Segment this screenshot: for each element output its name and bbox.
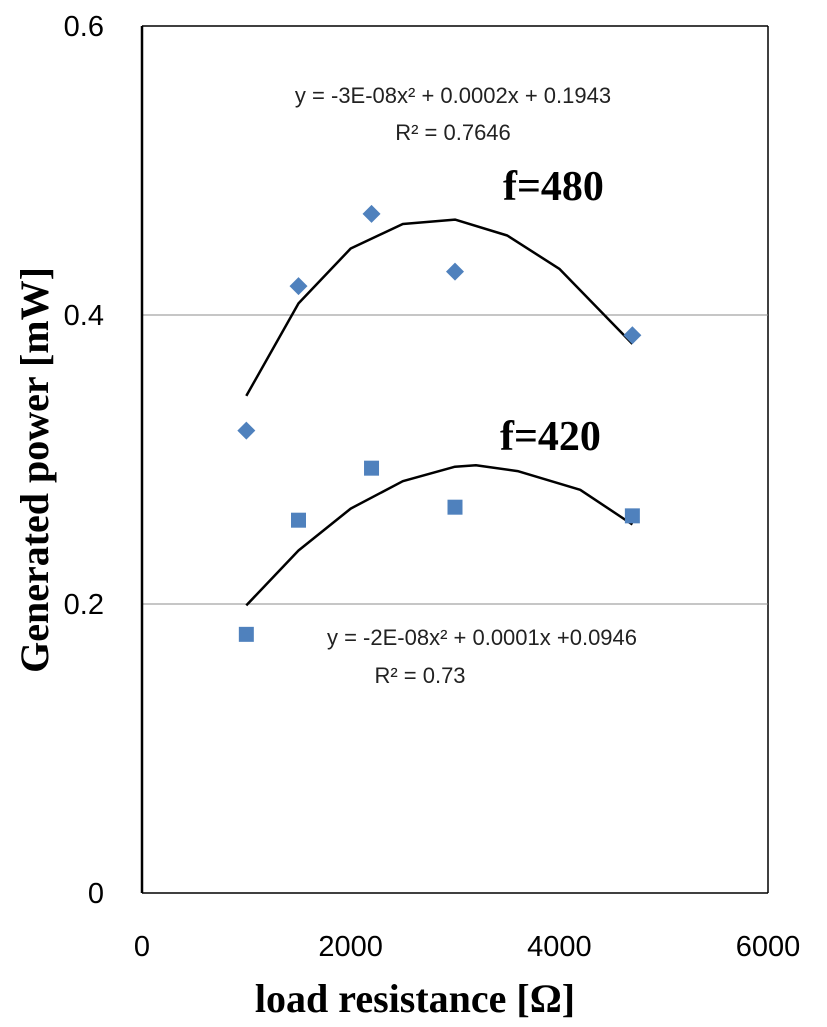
trendline-1	[245, 464, 634, 607]
marker-layer	[237, 204, 642, 642]
axis-layer: 0 0.2 0.4 0.6 0 2000 4000 6000	[64, 11, 801, 963]
y-tick-label-2: 0.4	[64, 300, 104, 332]
trendline-r2-0: R² = 0.7646	[395, 120, 511, 145]
diamond-marker-0-0	[237, 421, 256, 440]
trendline-layer	[245, 218, 634, 607]
square-marker-1-3	[447, 499, 463, 515]
diamond-marker-0-1	[289, 277, 308, 296]
series-label-0: f=480	[503, 164, 604, 210]
grid-layer	[142, 25, 769, 893]
trendline-r2-1: R² = 0.73	[374, 663, 465, 688]
trendline-0	[245, 218, 634, 397]
y-tick-label-0: 0	[88, 878, 104, 910]
x-tick-label-3: 6000	[736, 931, 801, 963]
trendline-equation-0: y = -3E-08x² + 0.0002x + 0.1943	[295, 83, 611, 108]
square-marker-1-4	[624, 508, 640, 524]
y-axis-title: Generated power [mW]	[12, 267, 57, 673]
square-marker-1-2	[364, 460, 380, 476]
x-axis-title: load resistance [Ω]	[255, 976, 575, 1021]
trendline-equation-1: y = -2E-08x² + 0.0001x +0.0946	[327, 625, 637, 650]
y-tick-label-1: 0.2	[64, 589, 104, 621]
square-marker-1-0	[238, 626, 254, 642]
x-tick-label-0: 0	[134, 931, 150, 963]
x-tick-label-1: 2000	[318, 931, 383, 963]
diamond-marker-0-3	[446, 262, 464, 281]
diamond-marker-0-4	[623, 326, 642, 345]
square-marker-1-1	[291, 512, 306, 528]
diamond-marker-0-2	[362, 204, 381, 223]
y-tick-label-3: 0.6	[64, 11, 104, 43]
series-label-1: f=420	[500, 414, 601, 460]
x-tick-label-2: 4000	[527, 931, 592, 963]
label-layer: load resistance [Ω] Generated power [mW] f…	[12, 83, 637, 1021]
